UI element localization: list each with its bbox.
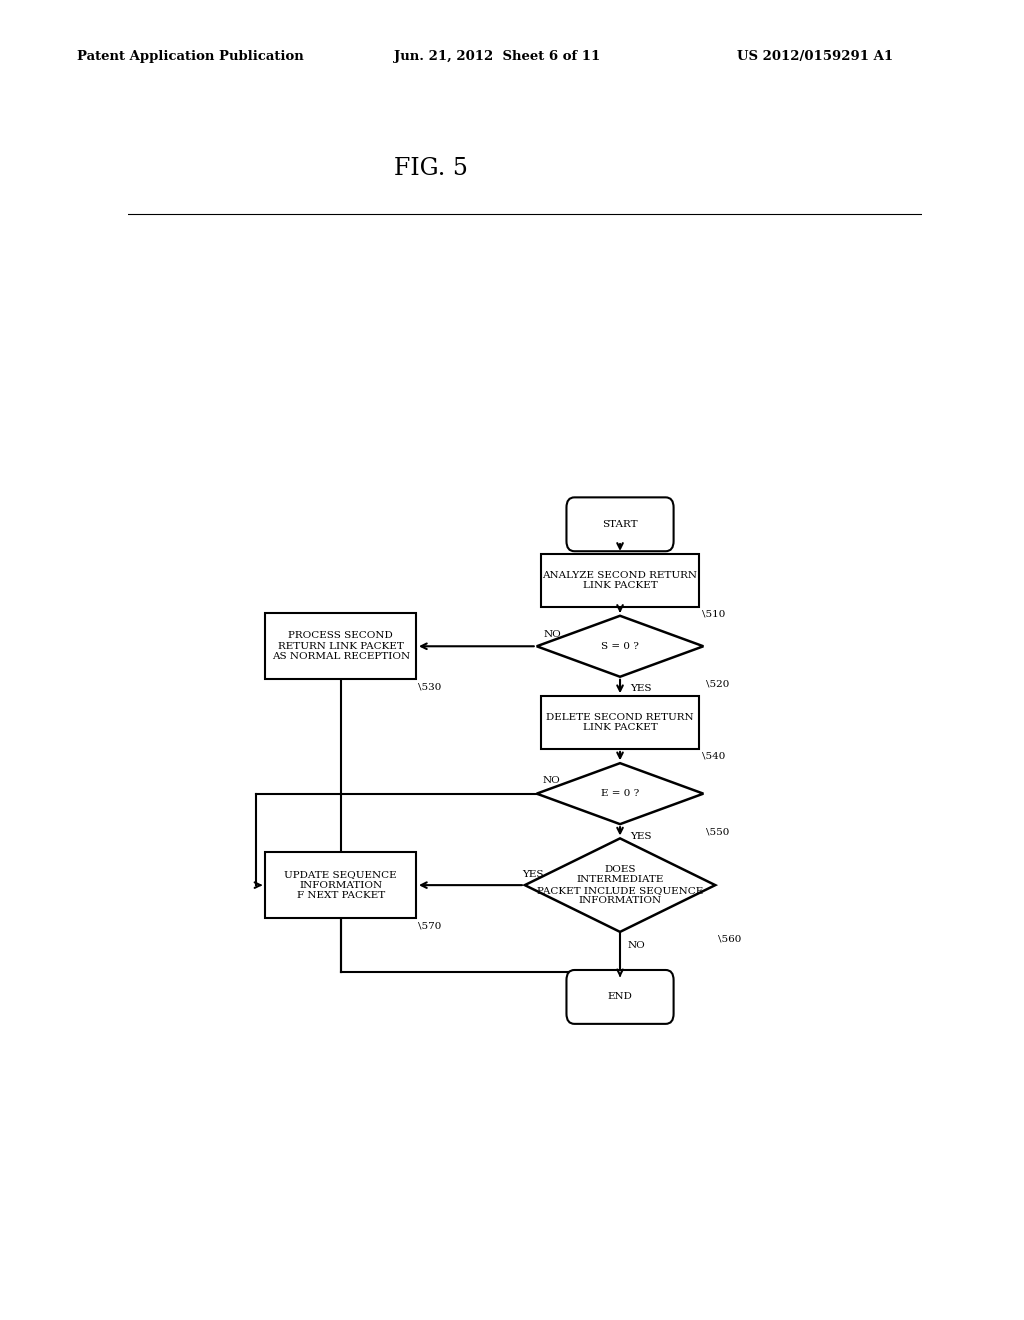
Polygon shape xyxy=(537,615,703,677)
Text: Patent Application Publication: Patent Application Publication xyxy=(77,50,303,63)
Text: FIG. 5: FIG. 5 xyxy=(394,157,468,181)
Text: YES: YES xyxy=(522,870,544,879)
Text: \530: \530 xyxy=(419,682,441,692)
Text: NO: NO xyxy=(544,630,561,639)
Text: US 2012/0159291 A1: US 2012/0159291 A1 xyxy=(737,50,893,63)
Text: END: END xyxy=(607,993,633,1002)
Text: \510: \510 xyxy=(701,610,725,619)
Text: DOES
INTERMEDIATE
PACKET INCLUDE SEQUENCE
INFORMATION: DOES INTERMEDIATE PACKET INCLUDE SEQUENC… xyxy=(537,865,703,906)
Text: NO: NO xyxy=(542,776,560,785)
FancyBboxPatch shape xyxy=(566,498,674,552)
Bar xyxy=(541,696,699,748)
Text: \520: \520 xyxy=(706,680,729,689)
Text: E = 0 ?: E = 0 ? xyxy=(601,789,639,799)
Bar xyxy=(541,554,699,607)
Text: Jun. 21, 2012  Sheet 6 of 11: Jun. 21, 2012 Sheet 6 of 11 xyxy=(394,50,600,63)
Text: \570: \570 xyxy=(419,921,441,931)
Text: PROCESS SECOND
RETURN LINK PACKET
AS NORMAL RECEPTION: PROCESS SECOND RETURN LINK PACKET AS NOR… xyxy=(271,631,410,661)
Text: START: START xyxy=(602,520,638,529)
Bar xyxy=(265,853,416,919)
Polygon shape xyxy=(524,838,715,932)
Text: \550: \550 xyxy=(706,828,729,836)
FancyBboxPatch shape xyxy=(566,970,674,1024)
Text: S = 0 ?: S = 0 ? xyxy=(601,642,639,651)
Text: DELETE SECOND RETURN
LINK PACKET: DELETE SECOND RETURN LINK PACKET xyxy=(546,713,694,733)
Text: YES: YES xyxy=(631,832,652,841)
Text: \560: \560 xyxy=(718,935,741,944)
Text: YES: YES xyxy=(631,685,652,693)
Text: \540: \540 xyxy=(701,752,725,760)
Bar xyxy=(265,614,416,680)
Polygon shape xyxy=(537,763,703,824)
Text: UPDATE SEQUENCE
INFORMATION
F NEXT PACKET: UPDATE SEQUENCE INFORMATION F NEXT PACKE… xyxy=(285,870,397,900)
Text: NO: NO xyxy=(628,941,646,949)
Text: ANALYZE SECOND RETURN
LINK PACKET: ANALYZE SECOND RETURN LINK PACKET xyxy=(543,570,697,590)
